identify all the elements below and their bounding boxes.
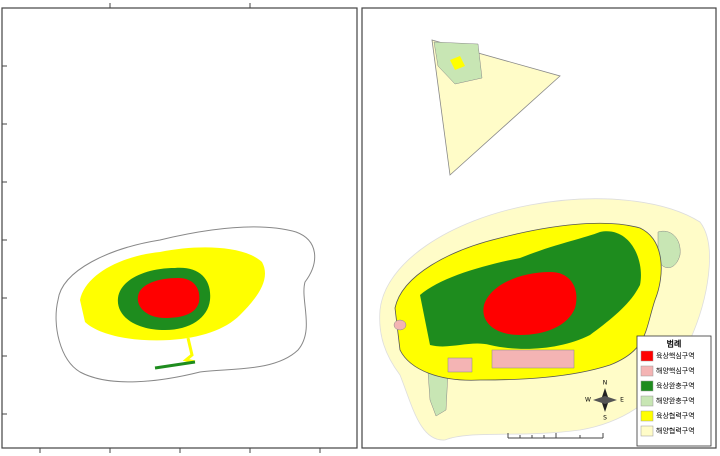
legend-swatch [640, 410, 654, 422]
marine-core-zone [491, 349, 575, 369]
legend-label: 육상완충구역 [656, 381, 695, 390]
left-ticks [2, 3, 321, 453]
compass-label: W [585, 397, 591, 404]
compass-label: E [620, 397, 624, 404]
yellow-corridor [182, 337, 196, 364]
legend-swatch [640, 380, 654, 392]
legend-label: 해양협력구역 [656, 426, 695, 435]
legend-label: 해양완충구역 [656, 396, 695, 405]
legend-swatch [640, 365, 654, 377]
left-panel [1, 7, 358, 449]
green-strip [154, 360, 196, 370]
compass-label: N [603, 380, 608, 387]
legend-label: 육상핵심구역 [656, 351, 695, 360]
legend-label: 해양핵심구역 [656, 366, 695, 375]
compass-label: S [603, 415, 607, 422]
legend-swatch [640, 350, 654, 362]
scale-bar [507, 433, 604, 439]
northern-island [450, 56, 465, 70]
land-core-zone [137, 278, 200, 318]
legend-swatch [640, 395, 654, 407]
marine-core-zone-west [447, 357, 473, 373]
land-core-zone [483, 272, 577, 335]
marine-core-islet [393, 319, 407, 331]
marine-buffer-east [657, 230, 681, 268]
compass: N E S W [585, 380, 624, 422]
legend-swatch [640, 425, 654, 437]
legend-title: 범례 [667, 339, 682, 349]
legend-label: 육상협력구역 [656, 411, 695, 420]
